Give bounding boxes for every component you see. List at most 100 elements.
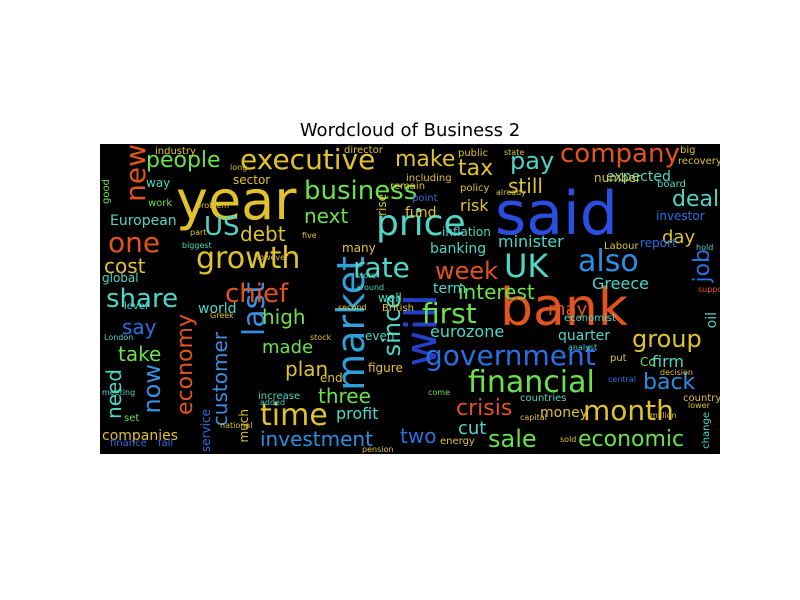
word-growth: growth	[196, 241, 301, 276]
word-people: people	[146, 148, 221, 173]
word-firm: firm	[652, 352, 684, 371]
word-big: big	[680, 145, 696, 156]
word-rise: rise	[375, 194, 389, 216]
word-come: come	[428, 388, 451, 397]
word-take: take	[118, 342, 162, 366]
word-three: three	[318, 384, 371, 408]
word-eurozone: eurozone	[430, 322, 505, 341]
word-service: service	[199, 409, 213, 452]
word-around: around	[356, 283, 385, 292]
word-even: even	[365, 329, 395, 343]
word-say: say	[122, 315, 157, 339]
word-however: however	[254, 253, 289, 262]
word-share: share	[106, 284, 179, 314]
word-director: director	[344, 145, 383, 156]
word-now: now	[138, 364, 166, 414]
word-pay: pay	[510, 147, 555, 175]
word-national: national	[220, 421, 253, 430]
word-lower: lower	[688, 401, 710, 410]
word-country: country	[683, 393, 720, 404]
word-number: number	[594, 171, 641, 185]
chart-title: Wordcloud of Business 2	[299, 120, 521, 141]
word-british: British	[382, 303, 414, 314]
word-time: time	[260, 398, 328, 433]
word-one: one	[108, 226, 161, 259]
word-investor: investor	[656, 209, 705, 223]
word-make: make	[395, 147, 456, 172]
word-fall: fall	[158, 438, 174, 449]
word-hold: hold	[696, 243, 714, 252]
word-made: made	[262, 337, 314, 358]
word-sale: sale	[488, 425, 537, 453]
word-many: many	[342, 241, 376, 255]
word-report: report	[640, 236, 677, 250]
word-meeting: meeting	[102, 388, 136, 397]
word-economic: economic	[578, 427, 685, 452]
word-increase: increase	[258, 391, 301, 402]
word-banking: banking	[430, 241, 487, 257]
word-second: second	[338, 303, 367, 312]
word-greece: Greece	[592, 274, 649, 293]
word-money: money	[540, 405, 588, 421]
word-point: point	[412, 193, 438, 204]
word-set: set	[124, 413, 140, 424]
word-economy: economy	[173, 314, 198, 415]
word-term: term	[433, 281, 467, 297]
word-two: two	[400, 424, 437, 448]
word-level: level	[124, 301, 148, 312]
word-uk: UK	[504, 247, 549, 285]
word-economist: economist	[564, 313, 616, 324]
word-year: year	[176, 169, 297, 232]
word-policy: policy	[460, 183, 490, 194]
word-put: put	[610, 353, 627, 364]
word-financial: financial	[468, 365, 595, 400]
word-inflation: inflation	[442, 225, 491, 239]
word-capital: capital	[520, 413, 547, 422]
word-million: million	[650, 411, 677, 420]
word-work: work	[148, 198, 173, 209]
word-central: central	[608, 375, 636, 384]
word-sold: sold	[560, 435, 577, 444]
word-month: month	[583, 394, 674, 427]
word-problem: problem	[196, 201, 230, 210]
word-investment: investment	[260, 427, 373, 451]
word-minister: minister	[498, 232, 564, 251]
word-world: world	[198, 301, 237, 317]
word-sector: sector	[233, 173, 271, 187]
word-risk: risk	[460, 196, 489, 215]
word-part: part	[190, 228, 207, 237]
word-end: end	[320, 371, 343, 385]
word-still: still	[508, 174, 543, 198]
word-including: including	[406, 173, 452, 184]
word-government: government	[425, 339, 596, 372]
word-five: five	[302, 231, 317, 240]
word-week: week	[435, 257, 499, 285]
word-debt: debt	[240, 222, 286, 246]
word-quarter: quarter	[558, 328, 610, 344]
word-day: day	[662, 227, 696, 248]
word-countries: countries	[520, 393, 567, 404]
word-well: well	[378, 291, 402, 305]
word-figure: figure	[368, 361, 403, 375]
word-support: support	[698, 285, 720, 294]
word-added: added	[260, 398, 286, 407]
word-already: already	[496, 188, 526, 197]
word-energy: energy	[440, 436, 475, 447]
word-finance: finance	[110, 438, 147, 449]
word-deal: deal	[672, 187, 720, 212]
word-executive: executive	[240, 144, 376, 176]
word-board: board	[657, 179, 686, 190]
word-rate: rate	[353, 251, 410, 284]
word-biggest: biggest	[182, 241, 212, 250]
word-global: global	[102, 271, 139, 285]
word-also: also	[578, 244, 639, 279]
word-cost: cost	[104, 254, 146, 278]
word-plan: plan	[285, 357, 329, 381]
word-fund: fund	[405, 205, 437, 221]
word-companies: companies	[102, 428, 179, 444]
word-group: group	[632, 325, 702, 353]
word-said: said	[495, 179, 618, 249]
word-oil: oil	[704, 312, 720, 329]
word-recovery: recovery	[678, 156, 720, 167]
word-crisis: crisis	[456, 396, 513, 421]
